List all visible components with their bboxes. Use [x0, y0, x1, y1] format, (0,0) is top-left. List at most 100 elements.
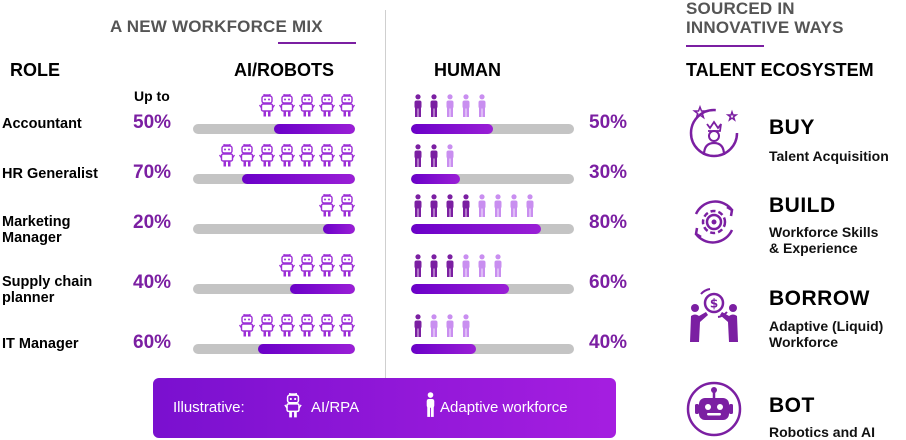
human-bar [411, 284, 574, 294]
legend-ai-label: AI/RPA [311, 399, 360, 416]
ai-robot-icons [278, 253, 356, 283]
ai-bar-fill [290, 284, 355, 294]
person-icon [493, 194, 503, 223]
person-icon [426, 392, 435, 417]
human-person-icons [413, 314, 471, 343]
robot-icon [338, 193, 356, 223]
ai-robot-icons [258, 93, 356, 123]
crown-person-icon [689, 104, 739, 158]
robot-icon [298, 313, 316, 343]
role-name: IT Manager [2, 336, 79, 352]
person-icon [413, 314, 423, 343]
person-icon [413, 254, 423, 283]
person-icon [429, 194, 439, 223]
eco-header: TALENT ECOSYSTEM [686, 60, 874, 80]
human-bar-fill [411, 344, 477, 354]
robot-icon [278, 253, 296, 283]
robot-icon [298, 143, 316, 173]
person-icon [413, 194, 423, 223]
ai-bar-fill [274, 124, 355, 134]
eco-bot-desc: Robotics and AI [769, 424, 876, 440]
person-icon [445, 144, 455, 173]
robot-icon [278, 143, 296, 173]
human-person-icons [413, 144, 455, 173]
person-icon [445, 314, 455, 343]
human-percent: 60% [589, 272, 628, 293]
person-icon [429, 314, 439, 343]
person-icon [493, 254, 503, 283]
robot-icon [318, 93, 336, 123]
eco-borrow-name: BORROW [769, 287, 870, 310]
human-bar [411, 224, 574, 234]
eco-borrow-desc-line1: Adaptive (Liquid) [769, 318, 884, 334]
person-icon [413, 94, 423, 123]
ai-percent: 50% [133, 112, 172, 133]
person-icon [429, 94, 439, 123]
eco-buy-name: BUY [769, 116, 815, 139]
eco-build-desc-line1: Workforce Skills [769, 224, 879, 240]
role-name: HR Generalist [2, 166, 98, 182]
human-header: HUMAN [434, 60, 501, 80]
ai-percent: 60% [133, 332, 172, 353]
eco-build-name: BUILD [769, 194, 836, 217]
robot-icon [318, 143, 336, 173]
eco-title-underline [686, 45, 764, 47]
human-person-icons [413, 194, 535, 223]
person-icon [477, 94, 487, 123]
person-icon [461, 94, 471, 123]
person-icon [477, 194, 487, 223]
robot-icon [278, 313, 296, 343]
robot-icon [258, 313, 276, 343]
human-person-icons [413, 94, 487, 123]
human-percent: 40% [589, 332, 628, 353]
person-icon [461, 194, 471, 223]
person-icon [445, 94, 455, 123]
person-icon [461, 254, 471, 283]
robots-header: AI/ROBOTS [234, 60, 335, 80]
role-header: ROLE [10, 60, 61, 80]
robot-icon [284, 393, 302, 418]
ai-robot-icons [318, 193, 356, 223]
robot-icon [258, 93, 276, 123]
human-percent: 80% [589, 212, 628, 233]
robot-icon [338, 253, 356, 283]
robot-icon [318, 193, 336, 223]
person-icon [429, 254, 439, 283]
section-divider [385, 10, 386, 380]
legend-label: Illustrative: [173, 399, 245, 416]
human-bar-fill [411, 284, 509, 294]
human-person-icons [413, 254, 503, 283]
legend-box: Illustrative: AI/RPA Adaptive workforce [153, 378, 616, 438]
role-name: Supply chain planner [2, 274, 93, 306]
eco-title-line2: INNOVATIVE WAYS [686, 18, 844, 37]
ai-bar [193, 284, 355, 294]
eco-borrow-desc-line2: Workforce [769, 334, 838, 350]
robot-icon [338, 313, 356, 343]
person-icon [445, 254, 455, 283]
person-icon [509, 194, 519, 223]
human-bar [411, 124, 574, 134]
ai-percent: 20% [133, 212, 172, 233]
up-to-label: Up to [134, 88, 170, 104]
person-icon [525, 194, 535, 223]
person-icon [413, 144, 423, 173]
human-bar-fill [411, 124, 493, 134]
ai-bar [193, 124, 355, 134]
robot-face-icon [686, 381, 742, 437]
robot-icon [298, 93, 316, 123]
role-name: Marketing Manager [2, 214, 71, 246]
person-icon [429, 144, 439, 173]
human-percent: 30% [589, 162, 628, 183]
human-percent: 50% [589, 112, 628, 133]
person-icon [477, 254, 487, 283]
ai-robot-icons [218, 143, 356, 173]
robot-icon [338, 93, 356, 123]
human-bar [411, 174, 574, 184]
robot-icon [218, 143, 236, 173]
eco-bot-name: BOT [769, 394, 815, 417]
ai-bar [193, 224, 355, 234]
robot-icon [238, 143, 256, 173]
eco-build-desc-line2: & Experience [769, 240, 858, 256]
ai-percent: 70% [133, 162, 172, 183]
ai-bar-fill [322, 224, 355, 234]
